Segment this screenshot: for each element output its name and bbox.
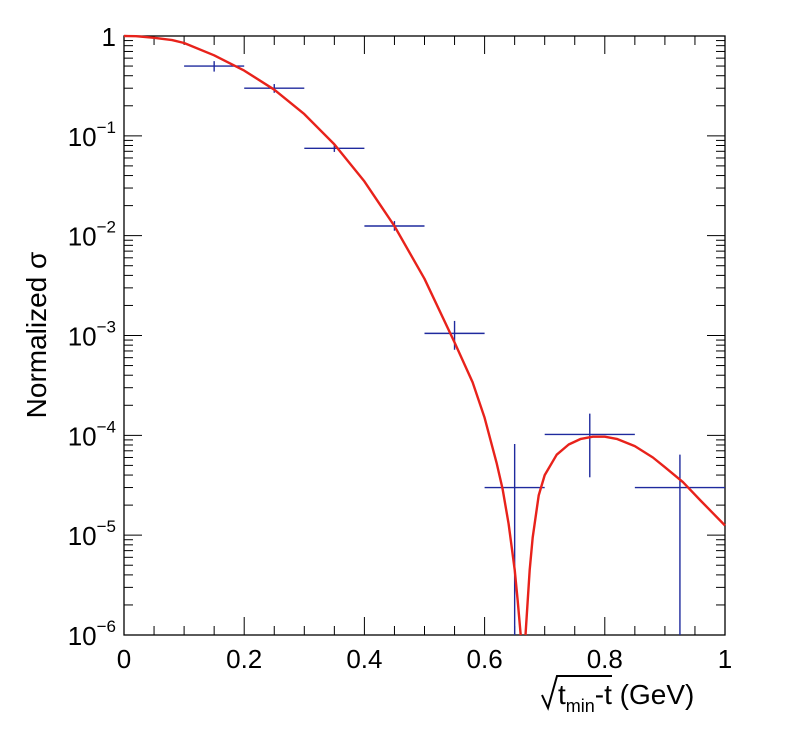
x-tick-label: 0.4	[346, 644, 382, 674]
y-tick-label: 10−1	[68, 118, 116, 152]
y-axis-title: Normalized σ	[21, 252, 52, 419]
y-tick-label-base: 10	[68, 621, 97, 651]
x-axis-title: tmin-t (GeV)	[541, 675, 694, 716]
y-tick-label-exponent: −3	[97, 318, 116, 337]
x-tick-label: 0.2	[226, 644, 262, 674]
y-tick-label: 10−2	[68, 218, 116, 252]
data-point	[484, 443, 545, 635]
x-axis-title-sqrt-symbol	[541, 675, 612, 711]
y-tick-label: 10−6	[68, 617, 116, 651]
x-axis-title-sub: min	[566, 696, 595, 716]
y-tick-label-base: 1	[102, 22, 116, 52]
x-axis-title-main: t	[558, 679, 566, 710]
y-tick-label: 10−5	[68, 517, 116, 551]
fit-curve-segment	[123, 34, 522, 636]
plot-border	[123, 35, 726, 636]
x-tick-label: 0.8	[587, 644, 623, 674]
fit-curve-segment	[524, 435, 726, 636]
data-point	[544, 413, 635, 478]
y-tick-label-base: 10	[68, 122, 97, 152]
y-tick-label-exponent: −2	[97, 218, 116, 237]
y-tick-label: 1	[102, 22, 116, 52]
plot-frame	[123, 35, 726, 636]
y-tick-label-base: 10	[68, 322, 97, 352]
y-tick-label-base: 10	[68, 421, 97, 451]
y-tick-label-base: 10	[68, 521, 97, 551]
y-tick-label-exponent: −6	[97, 617, 116, 636]
data-point	[634, 454, 725, 635]
y-tick-label-base: 10	[68, 222, 97, 252]
x-axis-title-text: tmin-t (GeV)	[558, 679, 694, 716]
x-axis-ticks: 0 0.2 0.4 0.6 0.8 1	[117, 36, 732, 674]
y-axis-ticks: 110−110−210−310−410−510−6	[68, 22, 725, 651]
x-tick-label: 1	[718, 644, 732, 674]
y-tick-label-exponent: −1	[97, 118, 116, 137]
y-tick-label: 10−4	[68, 417, 116, 451]
x-tick-label: 0.6	[467, 644, 503, 674]
y-tick-label-exponent: −5	[97, 517, 116, 536]
x-tick-label: 0	[117, 644, 131, 674]
data-point	[424, 320, 485, 350]
x-axis-title-rest: -t (GeV)	[595, 679, 695, 710]
plot-series	[123, 34, 726, 636]
y-tick-label: 10−3	[68, 318, 116, 352]
y-tick-label-exponent: −4	[97, 417, 116, 436]
